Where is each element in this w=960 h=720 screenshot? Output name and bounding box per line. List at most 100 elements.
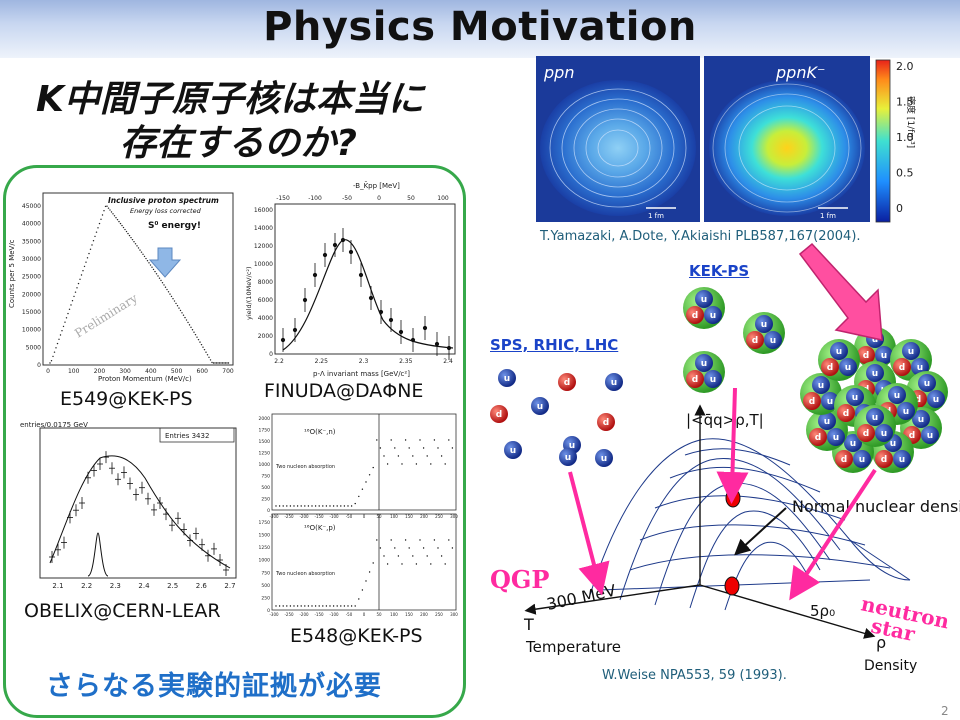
e548-ytick: 1750 xyxy=(259,520,271,526)
u-quark: u xyxy=(695,290,713,308)
svg-text:u: u xyxy=(933,395,939,405)
e549-point xyxy=(224,362,227,364)
e549-point xyxy=(227,362,230,364)
u-quark: u xyxy=(764,331,782,349)
e548-point xyxy=(304,505,306,507)
e549-ytick: 45000 xyxy=(22,203,41,210)
finuda-ytick: 14000 xyxy=(254,225,273,232)
e549-point xyxy=(107,207,110,209)
e548-xtick: 50 xyxy=(376,612,382,616)
svg-text:u: u xyxy=(537,402,543,412)
e549-point xyxy=(185,319,188,321)
e549-point xyxy=(92,240,95,242)
finuda-point xyxy=(398,329,404,335)
density-panels: ppn 1 fm ppnK⁻ 1 fm 0 0.5 1.0 1.5 2.0 密度 [1/… xyxy=(536,56,916,223)
e548-point xyxy=(376,439,378,441)
e549-point xyxy=(170,295,173,298)
e549-point xyxy=(88,252,90,255)
e548-point xyxy=(350,605,353,607)
svg-text:u: u xyxy=(850,439,856,449)
e548-point xyxy=(311,505,313,507)
e549-point xyxy=(196,336,198,338)
e549-point xyxy=(131,238,134,241)
d-quark: d xyxy=(809,428,827,446)
e548-point xyxy=(307,605,310,607)
qgp-label: QGP xyxy=(490,565,549,594)
svg-text:u: u xyxy=(565,453,571,463)
e548-point xyxy=(340,505,342,507)
obelix-header: entries/0.0175 GeV xyxy=(20,421,88,429)
down-arrow-icon xyxy=(148,247,182,278)
e549-point xyxy=(95,231,98,233)
density-left-scale: 1 fm xyxy=(648,212,664,220)
rho-axis-label: Density xyxy=(864,658,917,674)
e548-point xyxy=(430,463,432,465)
e548-point xyxy=(332,505,335,507)
e548-point xyxy=(340,605,342,607)
colorbar-tick: 1.0 xyxy=(896,131,914,144)
u-quark: u xyxy=(846,388,864,406)
obelix-stats: Entries 3432 xyxy=(165,432,209,440)
condensate-label: |<q̄q>ρ,T| xyxy=(686,411,764,429)
e549-xtick: 400 xyxy=(145,368,157,375)
svg-text:u: u xyxy=(510,446,516,456)
u-quark: u xyxy=(918,374,936,392)
kek-ps-label[interactable]: KEK-PS xyxy=(689,262,750,280)
e548-point xyxy=(444,463,446,465)
e549-point xyxy=(56,342,59,345)
e548-point xyxy=(451,447,454,449)
e548-ytick: 1250 xyxy=(259,545,271,551)
e548-point xyxy=(401,463,403,465)
u-quark: u xyxy=(695,354,713,372)
e548-point xyxy=(440,455,443,457)
e549-point xyxy=(73,295,75,298)
svg-text:d: d xyxy=(752,336,758,346)
e549-point xyxy=(74,291,77,293)
e549-point xyxy=(152,268,155,271)
sps-rhic-lhc-label[interactable]: SPS, RHIC, LHC xyxy=(490,336,619,354)
e549-xtick: 300 xyxy=(119,368,131,375)
e548-point xyxy=(322,505,324,507)
e548-point xyxy=(296,605,299,607)
e549-point xyxy=(61,330,63,332)
svg-text:u: u xyxy=(710,311,716,321)
e548-ytick: 1250 xyxy=(259,451,271,457)
kaonic-point xyxy=(725,488,741,508)
e549-point xyxy=(161,282,164,284)
e548-xtick: 100 xyxy=(390,612,398,616)
e549-point xyxy=(118,220,120,223)
e548-point xyxy=(426,555,428,557)
u-quark: u xyxy=(595,449,613,467)
svg-text:u: u xyxy=(881,429,887,439)
e549-ytick: 35000 xyxy=(22,238,41,245)
e549-point xyxy=(181,312,183,314)
finuda-toptick: -50 xyxy=(342,195,352,202)
e549-point xyxy=(94,235,96,238)
svg-text:u: u xyxy=(924,379,930,389)
svg-text:u: u xyxy=(836,347,842,357)
u-quark: u xyxy=(921,426,939,444)
e549-point xyxy=(97,227,99,229)
e549-point xyxy=(79,278,81,280)
finuda-point xyxy=(388,317,394,323)
e548-point xyxy=(289,505,292,507)
e548-point xyxy=(451,547,454,549)
e549-point xyxy=(205,351,207,353)
e549-xtick: 100 xyxy=(68,368,80,375)
e549-point xyxy=(184,316,186,319)
finuda-ytick: 10000 xyxy=(254,261,273,268)
e548-xtick: 100 xyxy=(390,514,398,519)
e548-point xyxy=(296,505,299,507)
temp-scale: 300 MeV xyxy=(545,581,618,614)
e548-point xyxy=(365,580,367,582)
e549-point xyxy=(211,361,213,364)
svg-text:d: d xyxy=(692,311,698,321)
u-quark: u xyxy=(531,397,549,415)
svg-text:u: u xyxy=(761,320,767,330)
e549-point xyxy=(218,362,221,364)
e549-label: E549@KEK-PS xyxy=(60,388,193,410)
e549-point xyxy=(86,257,89,259)
e549-point xyxy=(166,288,168,291)
svg-text:d: d xyxy=(843,409,849,419)
e548-ytick: 250 xyxy=(261,497,270,503)
